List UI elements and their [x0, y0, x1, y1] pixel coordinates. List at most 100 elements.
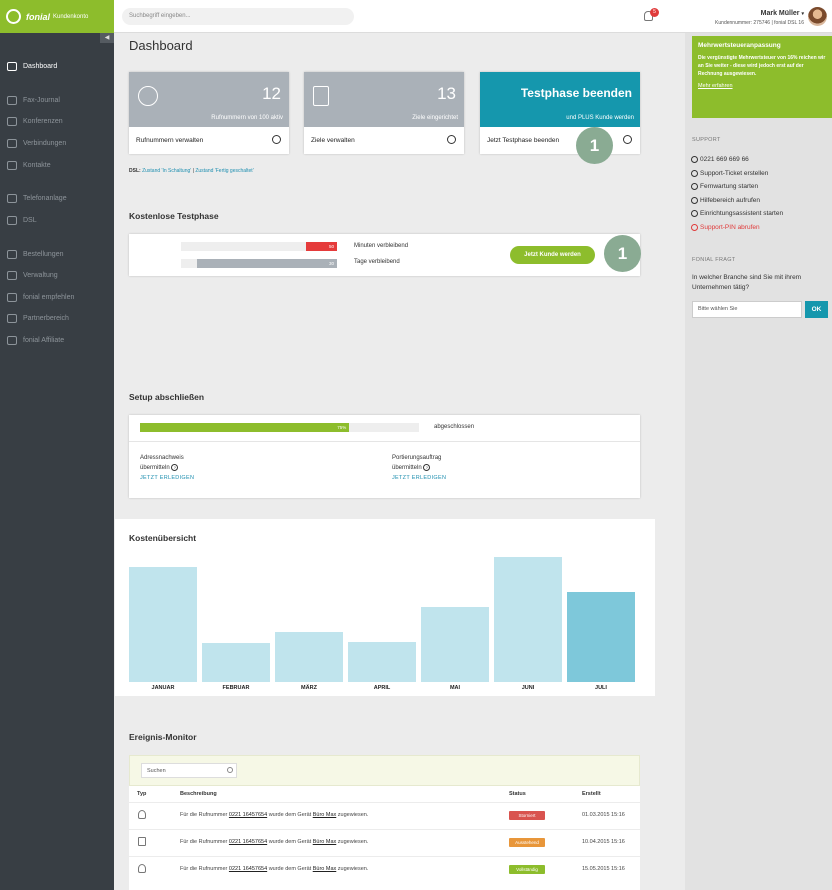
support-item[interactable]: Support-Ticket erstellen — [691, 169, 768, 177]
wizard-icon — [691, 210, 698, 217]
sidebar-item-label: DSL — [23, 216, 37, 224]
arrow-circle-icon[interactable] — [623, 135, 632, 144]
become-customer-button[interactable]: Jetzt Kunde werden — [510, 246, 595, 264]
affiliate-icon — [7, 335, 17, 345]
days-bar: 30 — [181, 259, 337, 268]
arrow-circle-icon[interactable] — [272, 135, 281, 144]
tile-footer-link[interactable]: Ziele verwalten — [311, 137, 355, 144]
divider — [129, 441, 640, 442]
col-description: Beschreibung — [180, 791, 217, 797]
cost-bar-3[interactable] — [348, 642, 416, 682]
sidebar-item-fonial-affiliate[interactable]: fonial Affiliate — [0, 330, 114, 350]
ok-button[interactable]: OK — [805, 301, 828, 318]
settings-icon — [7, 270, 17, 280]
cost-bar-0[interactable] — [129, 567, 197, 682]
table-row[interactable] — [129, 856, 640, 883]
minutes-bar: 50 — [181, 242, 337, 251]
search-icon[interactable] — [227, 767, 233, 773]
support-item[interactable]: Support-PIN abrufen — [691, 223, 760, 231]
dsl-link-done[interactable]: Zustand 'Fertig geschaltet' — [195, 168, 254, 174]
tile-trial-end[interactable]: Testphase beenden und PLUS Kunde werden … — [480, 72, 640, 154]
info-icon[interactable]: ? — [171, 464, 179, 471]
sidebar-item-dashboard[interactable]: Dashboard — [0, 56, 114, 76]
events-search-input[interactable]: Suchen — [141, 763, 237, 778]
user-menu[interactable]: Mark Müller ▾ — [700, 10, 804, 17]
cost-bar-5[interactable] — [494, 557, 562, 682]
tile-footer-link[interactable]: Jetzt Testphase beenden — [487, 137, 560, 144]
sidebar-item-partnerbereich[interactable]: Partnerbereich — [0, 308, 114, 328]
info-icon[interactable]: ? — [423, 464, 431, 471]
sidebar-item-fonial-empfehlen[interactable]: fonial empfehlen — [0, 287, 114, 307]
dsl-link-in-progress[interactable]: Zustand 'In Schaltung' — [142, 168, 192, 174]
cost-bar-6[interactable] — [567, 592, 635, 682]
sidebar-item-verbindungen[interactable]: Verbindungen — [0, 133, 114, 153]
avatar[interactable] — [808, 7, 827, 26]
branch-select[interactable]: Bitte wählen Sie — [692, 301, 802, 318]
remote-icon — [691, 183, 698, 190]
setup-action-link[interactable]: JETZT ERLEDIGEN — [140, 475, 195, 481]
notice-link[interactable]: Mehr erfahren — [698, 83, 733, 89]
sidebar-item-label: Telefonanlage — [23, 194, 67, 202]
event-description: Für die Rufnummer 0221 16457654 wurde de… — [180, 866, 368, 872]
notice-body: Die vergünstigte Mehrwertsteuer von 16% … — [698, 55, 826, 77]
sidebar-item-telefonanlage[interactable]: Telefonanlage — [0, 188, 114, 208]
phone-icon — [138, 86, 158, 106]
page-title: Dashboard — [129, 38, 193, 53]
tile-numbers[interactable]: 12 Rufnummern von 100 aktiv Rufnummern v… — [129, 72, 289, 154]
tile-number: 12 — [262, 84, 281, 103]
cost-bar-1[interactable] — [202, 643, 270, 682]
sidebar-item-dsl[interactable]: DSL — [0, 210, 114, 230]
event-description: Für die Rufnummer 0221 16457654 wurde de… — [180, 812, 368, 818]
minutes-bar-fill: 50 — [305, 242, 337, 251]
search-input[interactable]: Suchbegriff eingeben... — [122, 8, 354, 25]
event-post: zugewiesen. — [337, 812, 369, 818]
sidebar-item-kontakte[interactable]: Kontakte — [0, 155, 114, 175]
setup-item-porting: Portierungsauftrag übermitteln ? JETZT E… — [392, 453, 446, 483]
setup-action-link[interactable]: JETZT ERLEDIGEN — [392, 475, 447, 481]
support-item-label: Einrichtungsassistent starten — [700, 210, 784, 217]
setup-item-line1: Portierungsauftrag — [392, 455, 442, 461]
ask-question: In welcher Branche sind Sie mit ihrem Un… — [692, 274, 802, 291]
sidebar-item-verwaltung[interactable]: Verwaltung — [0, 265, 114, 285]
days-label: Tage verbleibend — [354, 259, 400, 265]
event-number[interactable]: 0221 16457654 — [228, 866, 268, 872]
sidebar-item-fax-journal[interactable]: Fax-Journal — [0, 90, 114, 110]
step-badge: 1 — [604, 235, 641, 272]
tile-footer-link[interactable]: Rufnummern verwalten — [136, 137, 204, 144]
ticket-icon — [691, 169, 698, 177]
event-date: 15.05.2015 15:16 — [582, 866, 625, 872]
event-number[interactable]: 0221 16457654 — [228, 839, 268, 845]
col-created: Erstellt — [582, 791, 601, 797]
desk-phone-icon — [313, 86, 329, 106]
sidebar-item-label: Kontakte — [23, 161, 51, 169]
event-post: zugewiesen. — [337, 839, 369, 845]
sidebar-item-konferenzen[interactable]: Konferenzen — [0, 111, 114, 131]
vat-notice: Mehrwertsteueranpassung Die vergünstigte… — [692, 36, 832, 118]
table-row[interactable] — [129, 829, 640, 856]
cost-bar-4[interactable] — [421, 607, 489, 682]
logo[interactable]: fonial Kundenkonto — [0, 0, 114, 33]
collapse-sidebar-button[interactable]: ◀ — [100, 33, 114, 43]
support-item[interactable]: Hilfebereich aufrufen — [691, 196, 760, 204]
sidebar-item-bestellungen[interactable]: Bestellungen — [0, 244, 114, 264]
notification-badge: 5 — [650, 8, 659, 17]
event-pre: Für die Rufnummer — [180, 866, 228, 872]
cost-bar-2[interactable] — [275, 632, 343, 682]
event-device[interactable]: Büro Max — [312, 839, 337, 845]
support-item[interactable]: Einrichtungsassistent starten — [691, 210, 783, 217]
event-device[interactable]: Büro Max — [312, 812, 337, 818]
sidebar-item-label: fonial Affiliate — [23, 336, 65, 344]
arrow-circle-icon[interactable] — [447, 135, 456, 144]
tile-targets[interactable]: 13 Ziele eingerichtet Ziele verwalten — [304, 72, 464, 154]
setup-title: Setup abschließen — [129, 392, 205, 402]
table-row[interactable] — [129, 802, 640, 829]
connections-icon — [7, 138, 17, 148]
setup-item-line2: übermitteln — [392, 465, 422, 471]
cost-chart-title: Kostenübersicht — [129, 533, 197, 543]
user-name: Mark Müller — [760, 10, 800, 17]
support-item[interactable]: Fernwartung starten — [691, 183, 758, 190]
event-device[interactable]: Büro Max — [312, 866, 337, 872]
support-item[interactable]: 0221 669 669 66 — [691, 156, 749, 163]
dsl-status-line: DSL: Zustand 'In Schaltung' | Zustand 'F… — [129, 168, 254, 174]
event-number[interactable]: 0221 16457654 — [228, 812, 268, 818]
